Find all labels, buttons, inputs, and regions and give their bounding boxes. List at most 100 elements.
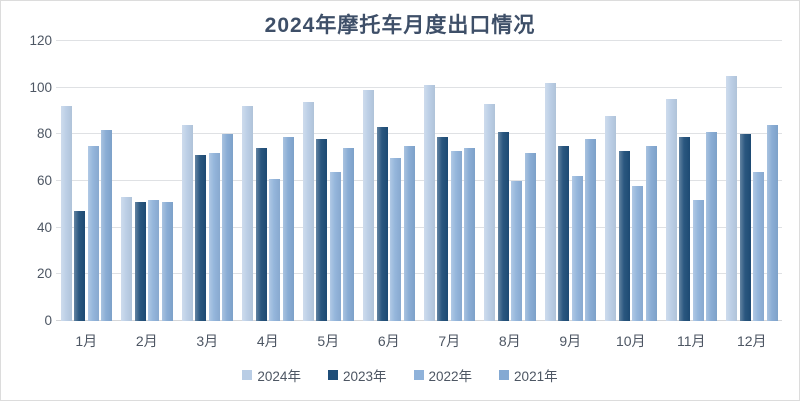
bar-group-m8 [480,41,541,321]
bar-2022-m9 [571,176,583,321]
y-axis-label-40: 40 [36,219,52,235]
x-axis-label-m2: 2月 [135,333,158,349]
bar-2021-m9 [585,139,596,321]
bar-2021-m2 [161,202,173,321]
bar-2021-m10 [645,146,657,321]
bar-2024-m12 [726,76,737,321]
bar-group-m12 [722,41,783,321]
bar-2024-m2 [121,197,132,321]
bar-2021-m6 [403,146,415,321]
legend-swatch-icon [499,370,510,380]
bar-2022-m1 [87,146,99,321]
bar-2022-m4 [269,178,280,321]
legend-item-label: 2021年 [514,369,558,384]
gridline-y80 [56,133,782,135]
bar-2022-m12 [753,171,764,321]
bar-2024-m7 [423,85,435,321]
y-axis-label-100: 100 [29,79,52,95]
bar-2024-m9 [544,83,556,321]
bar-group-m2 [117,41,178,321]
legend: 2024年 2023年 2022年 2021年 [1,365,799,385]
gridline-y100 [56,86,782,88]
bar-2023-m9 [558,146,569,321]
bar-group-m11 [661,41,722,321]
bar-group-m6 [359,41,420,321]
legend-item-2023: 2023年 [327,365,387,385]
bar-group-m5 [298,41,359,321]
bar-2023-m6 [376,127,388,321]
x-axis-labels: 1月 2月 3月 4月 5月 6月 7月 8月 9月 10月 11月 12月 [56,331,782,351]
bars-container [56,41,782,321]
bar-2023-m7 [437,136,448,321]
x-axis-label-m11: 11月 [676,333,706,349]
bar-2022-m8 [511,181,522,321]
x-axis-label-m4: 4月 [256,333,279,349]
legend-swatch-icon [327,370,338,380]
bar-group-m7 [419,41,480,321]
gridline-y60 [56,180,782,181]
gridline-y0 [56,320,782,321]
bar-2021-m8 [524,153,536,321]
bar-2024-m3 [181,125,193,321]
bar-2024-m1 [60,106,72,321]
bar-2022-m6 [390,157,401,321]
bar-2024-m4 [242,106,253,321]
legend-item-2022: 2022年 [413,365,473,385]
x-axis-label-m6: 6月 [377,333,400,349]
gridline-y20 [56,273,782,275]
legend-item-label: 2023年 [342,369,387,384]
bar-2024-m11 [665,99,677,321]
bar-2022-m3 [208,153,220,321]
bar-2023-m5 [316,139,327,321]
legend-item-label: 2022年 [428,369,473,384]
legend-swatch-icon [413,370,424,380]
bar-2023-m2 [134,202,146,321]
bar-2021-m11 [706,132,717,321]
bar-group-m9 [540,41,601,321]
y-axis-label-120: 120 [29,33,52,48]
bar-2022-m7 [450,150,462,321]
bar-2023-m4 [255,148,267,321]
bar-2022-m10 [632,185,643,321]
x-axis-label-m12: 12月 [736,333,767,349]
y-axis-label-0: 0 [44,313,52,328]
y-axis-label-20: 20 [36,266,52,282]
bar-2023-m3 [195,155,206,321]
legend-swatch-icon [242,370,253,380]
gridline-y40 [56,226,782,228]
legend-item-2024: 2024年 [242,365,301,385]
gridline-y120 [56,40,782,41]
bar-2024-m10 [605,115,616,321]
x-axis-label-m1: 1月 [75,333,98,349]
plot-area: 0 20 40 60 80 100 120 [29,33,782,328]
y-axis-label-60: 60 [36,173,52,188]
bar-2024-m8 [484,104,495,321]
x-axis-label-m3: 3月 [196,333,219,349]
x-axis-label-m5: 5月 [317,333,340,349]
bar-group-m3 [177,41,238,321]
bar-2024-m6 [363,90,374,321]
bar-2021-m12 [766,125,778,321]
bar-2021-m4 [282,136,294,321]
bar-2024-m5 [302,101,314,321]
bar-2021-m5 [343,148,354,321]
bar-2022-m5 [329,171,341,321]
bar-2021-m3 [222,134,233,321]
bar-2023-m1 [74,211,85,321]
bar-group-m1 [56,41,117,321]
bar-2023-m11 [679,136,690,321]
legend-item-label: 2024年 [257,369,301,384]
bar-2023-m8 [497,132,509,321]
bar-2023-m12 [739,134,751,321]
bar-2022-m2 [148,199,159,321]
x-axis-label-m10: 10月 [615,333,646,349]
bar-group-m4 [238,41,299,321]
bar-2022-m11 [692,199,704,321]
y-axis-label-80: 80 [36,126,52,142]
bar-2021-m7 [464,148,475,321]
x-axis-label-m7: 7月 [438,333,461,349]
bar-2021-m1 [101,129,112,321]
chart-title: 2024年摩托车月度出口情况 [264,14,536,37]
legend-item-2021: 2021年 [499,365,558,385]
